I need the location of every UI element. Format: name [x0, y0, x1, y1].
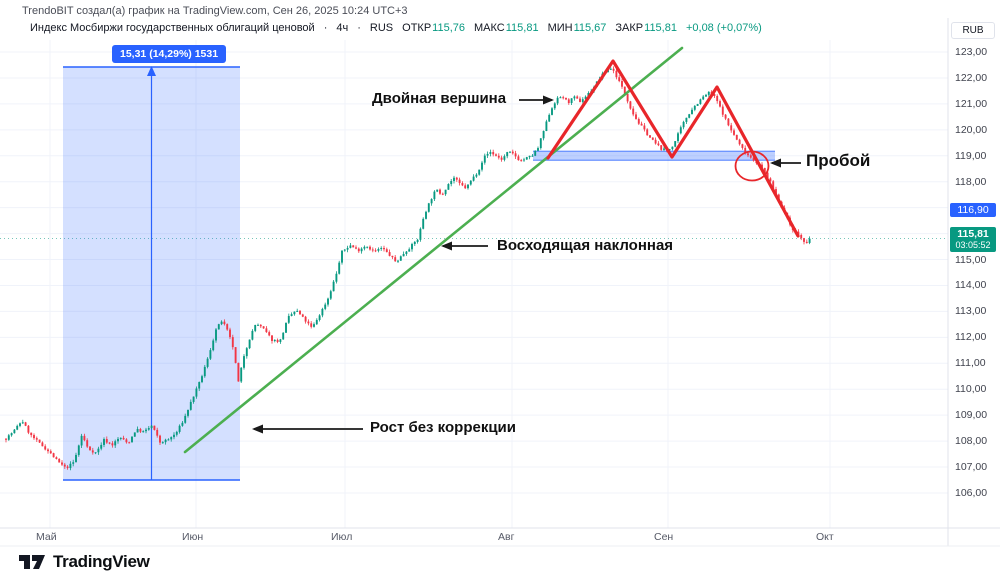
grid-lines [0, 40, 948, 528]
tradingview-footer-link[interactable]: TradingView [18, 550, 150, 574]
annotation-breakout[interactable]: Пробой [806, 151, 871, 170]
price-tick-label: 107,00 [955, 461, 988, 474]
candlestick-series [5, 66, 811, 471]
ohlc-low: МИН 115,67 [547, 22, 607, 34]
last-price-label: 115,81 03:05:52 [950, 227, 996, 252]
symbol-title[interactable]: Индекс Мосбиржи государственных облигаци… [30, 22, 315, 34]
tradingview-brand-text: TradingView [53, 552, 150, 571]
attribution-text: TrendoBIT создал(а) график на TradingVie… [22, 5, 408, 17]
annotation-double-top[interactable]: Двойная вершина [372, 90, 507, 107]
annotation-ascending-trendline[interactable]: Восходящая наклонная [497, 237, 674, 254]
price-tick-label: 108,00 [955, 435, 988, 448]
month-tick-label: Авг [498, 531, 515, 543]
legend-separator: · [323, 22, 328, 34]
price-range-measure-tool[interactable] [63, 66, 240, 481]
last-price-value: 115,81 [957, 228, 989, 240]
month-tick-label: Сен [654, 531, 674, 543]
price-tick-label: 111,00 [955, 357, 986, 370]
annotation-growth-no-correction[interactable]: Рост без коррекции [370, 419, 516, 436]
price-tick-label: 122,00 [955, 71, 988, 84]
price-tick-label: 110,00 [955, 383, 987, 396]
price-tick-label: 113,00 [955, 305, 987, 318]
exchange-label: RUS [369, 22, 394, 34]
price-tick-label: 121,00 [955, 97, 988, 110]
double-top-zigzag-drawing[interactable] [546, 59, 800, 238]
symbol-legend: Индекс Мосбиржи государственных облигаци… [30, 22, 762, 34]
price-tick-label: 119,00 [955, 149, 987, 162]
price-change: +0,08 (+0,07%) [685, 22, 762, 34]
neckline-band[interactable] [533, 150, 775, 161]
price-tick-label: 106,00 [955, 487, 988, 499]
ohlc-high: МАКС 115,81 [474, 22, 539, 34]
interval-label[interactable]: 4ч [336, 22, 349, 34]
month-tick-label: Май [36, 531, 57, 543]
price-tick-label: 112,00 [955, 331, 987, 344]
annotation-arrows [252, 95, 801, 434]
price-tick-label: 114,00 [955, 279, 987, 292]
price-tick-label: 123,00 [955, 46, 988, 58]
measure-tool-label[interactable]: 15,31 (14,29%) 1531 [112, 45, 227, 63]
ohlc-open: ОТКР 115,76 [402, 22, 465, 34]
month-tick-label: Июл [331, 531, 353, 543]
ascending-trendline-drawing[interactable] [183, 46, 684, 454]
ohlc-close: ЗАКР 115,81 [615, 22, 677, 34]
month-tick-label: Окт [816, 531, 834, 543]
month-tick-label: Июн [182, 531, 204, 543]
price-tick-label: 120,00 [955, 123, 988, 136]
counter-price-label: 116,90 [950, 203, 996, 217]
legend-separator: · [357, 22, 361, 34]
tradingview-logo-icon [19, 555, 45, 569]
currency-button[interactable]: RUB [951, 22, 995, 39]
price-tick-label: 115,00 [955, 253, 987, 266]
breakout-circle-drawing[interactable] [734, 150, 770, 182]
price-tick-label: 109,00 [955, 409, 988, 422]
price-tick-label: 118,00 [955, 175, 987, 188]
bar-countdown: 03:05:52 [955, 240, 991, 250]
